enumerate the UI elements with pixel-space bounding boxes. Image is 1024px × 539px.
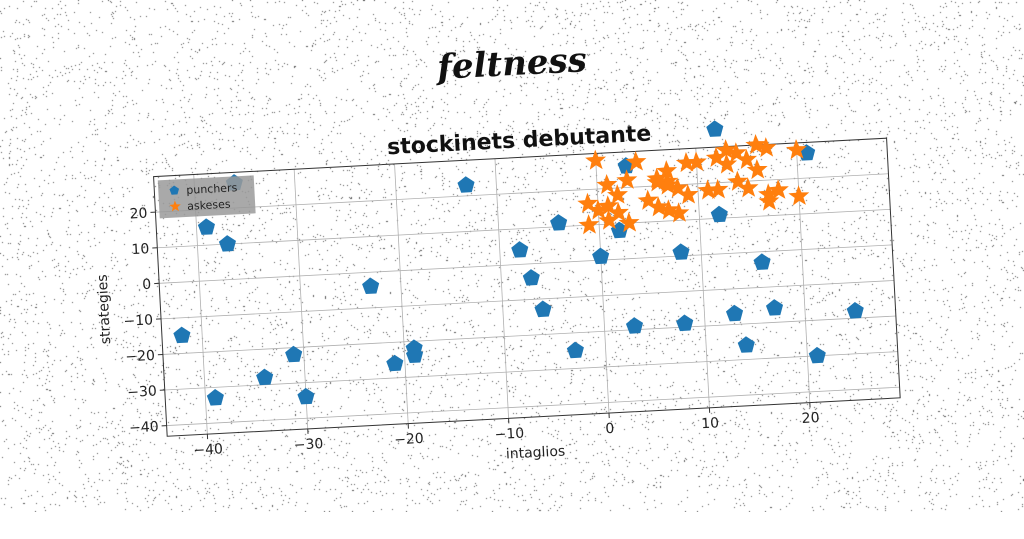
x-tick-label: 0 [605,421,615,437]
askeses-point [578,214,600,235]
grid-line-x [395,164,409,424]
x-tick-label: −20 [394,431,424,449]
punchers-point [534,300,552,317]
legend-label-askeses: askeses [187,198,231,213]
grid-line-x [796,143,810,403]
grid-line-y [163,316,896,354]
grid-line-y [161,280,894,318]
punchers-point [219,235,237,252]
grid-line-y [165,352,898,390]
askeses-point [596,173,618,194]
punchers-point [206,389,224,406]
punchers-point [706,120,724,137]
punchers-point [672,243,690,260]
y-tick-label: −10 [123,312,153,330]
grid-line-x [495,159,509,419]
punchers-point [386,354,404,371]
punchers-point [726,304,744,321]
x-axis-label: intaglios [506,443,566,462]
grid-line-y [157,209,890,247]
x-tick-label: 20 [801,410,820,427]
punchers-point [362,277,380,294]
punchers-point [550,214,568,231]
x-tick-label: −40 [193,441,223,459]
punchers-point [457,176,475,193]
askeses-point [616,169,638,190]
askeses-point [668,202,690,223]
punchers-point [753,253,771,270]
punchers-point [198,218,216,235]
y-tick-label: 0 [142,277,152,293]
punchers-point [256,368,274,385]
legend: punchers askeses [158,175,256,218]
punchers-point [626,317,644,334]
y-axis-label: strategies [95,274,115,345]
grid-lines [154,138,901,436]
punchers-point [522,269,540,286]
legend-label-punchers: punchers [186,181,238,197]
x-tick-label: −30 [293,436,323,454]
y-tick-label: 10 [131,241,150,258]
y-tick-label: 20 [129,206,148,223]
askeses-point [755,137,777,158]
punchers-point [592,247,610,264]
punchers-point [297,387,315,404]
punchers-point [511,241,529,258]
y-tick-label: −40 [129,419,159,437]
punchers-point [808,346,826,363]
punchers-point [676,314,694,331]
punchers-point [566,341,584,358]
x-tick-label: −10 [494,426,524,444]
punchers-point [766,299,784,316]
punchers-point [173,326,191,343]
axes-frame [154,138,901,436]
punchers-point [737,336,755,353]
chart-title: stockinets debutante [387,122,652,161]
punchers-point [846,302,864,319]
grid-line-y [167,387,900,425]
punchers-point [710,205,728,222]
y-tick-label: −30 [127,383,157,401]
y-tick-label: −20 [125,348,155,366]
x-tick-label: 10 [701,415,720,432]
